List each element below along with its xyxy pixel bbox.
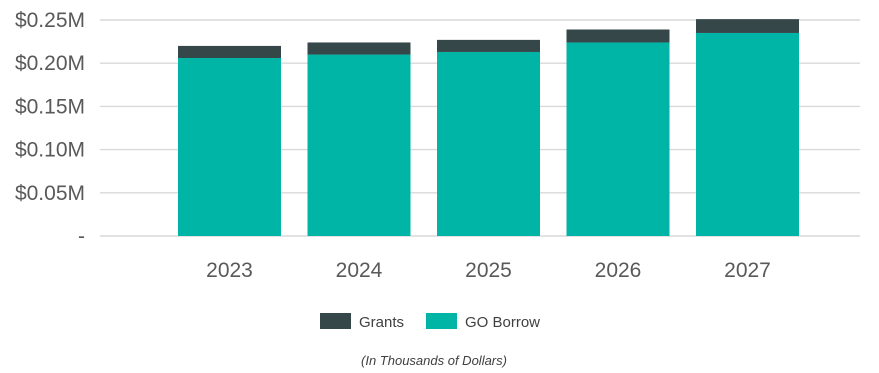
- y-tick-label: $0.15M: [15, 95, 85, 118]
- bar-go-borrow-2026: [566, 42, 670, 236]
- bar-grants-2026: [566, 29, 670, 43]
- x-axis-labels: 2023 2024 2025 2026 2027: [206, 259, 771, 282]
- x-tick-label: 2026: [595, 259, 642, 282]
- y-tick-label: $0.05M: [15, 182, 85, 205]
- legend-swatch-go-borrow: [426, 313, 457, 329]
- y-tick-label: -: [78, 225, 85, 248]
- bar-go-borrow-2027: [696, 32, 799, 237]
- bar-go-borrow-2023: [178, 58, 281, 237]
- bar-grants-2025: [437, 39, 540, 52]
- legend-label-grants: Grants: [359, 314, 404, 331]
- bars: [178, 19, 799, 237]
- x-tick-label: 2025: [465, 259, 512, 282]
- bar-go-borrow-2024: [307, 54, 411, 237]
- bar-grants-2023: [178, 45, 281, 59]
- bar-go-borrow-2025: [437, 51, 540, 236]
- x-tick-label: 2023: [206, 259, 253, 282]
- bar-grants-2027: [696, 19, 799, 33]
- y-tick-label: $0.10M: [15, 139, 85, 162]
- legend-swatch-grants: [320, 313, 351, 329]
- bar-grants-2024: [307, 42, 411, 55]
- y-tick-label: $0.25M: [15, 9, 85, 32]
- units-note: (In Thousands of Dollars): [361, 353, 507, 368]
- y-tick-label: $0.20M: [15, 52, 85, 75]
- legend-label-go-borrow: GO Borrow: [465, 314, 540, 331]
- y-axis-labels: - $0.05M $0.10M $0.15M $0.20M $0.25M: [15, 9, 85, 248]
- x-tick-label: 2024: [336, 259, 383, 282]
- x-tick-label: 2027: [724, 259, 771, 282]
- legend: Grants GO Borrow: [320, 313, 540, 331]
